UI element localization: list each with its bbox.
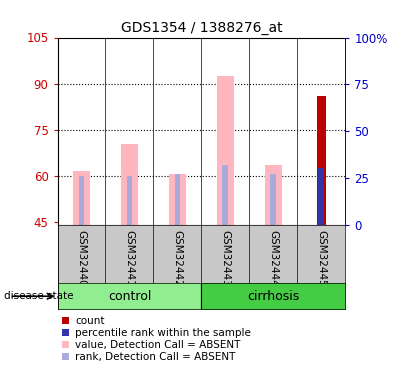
Text: value, Detection Call = ABSENT: value, Detection Call = ABSENT <box>75 340 240 350</box>
Text: control: control <box>108 290 151 303</box>
Bar <box>319 168 324 225</box>
Bar <box>169 174 186 225</box>
Text: percentile rank within the sample: percentile rank within the sample <box>75 328 251 338</box>
Bar <box>217 76 234 225</box>
Text: GSM32440: GSM32440 <box>76 230 86 286</box>
Bar <box>121 144 138 225</box>
Text: count: count <box>75 316 105 326</box>
Text: GSM32441: GSM32441 <box>125 230 134 286</box>
Bar <box>127 176 132 225</box>
Bar <box>79 176 84 225</box>
Bar <box>270 174 276 225</box>
Title: GDS1354 / 1388276_at: GDS1354 / 1388276_at <box>120 21 282 35</box>
Bar <box>222 165 228 225</box>
Text: GSM32443: GSM32443 <box>220 230 230 286</box>
Text: rank, Detection Call = ABSENT: rank, Detection Call = ABSENT <box>75 352 236 362</box>
Bar <box>265 165 282 225</box>
Bar <box>73 171 90 225</box>
Text: GSM32442: GSM32442 <box>173 230 182 286</box>
Text: cirrhosis: cirrhosis <box>247 290 300 303</box>
Text: disease state: disease state <box>4 291 74 301</box>
Text: GSM32444: GSM32444 <box>268 230 278 286</box>
Bar <box>317 96 326 225</box>
Bar <box>175 174 180 225</box>
Text: GSM32445: GSM32445 <box>316 230 326 286</box>
